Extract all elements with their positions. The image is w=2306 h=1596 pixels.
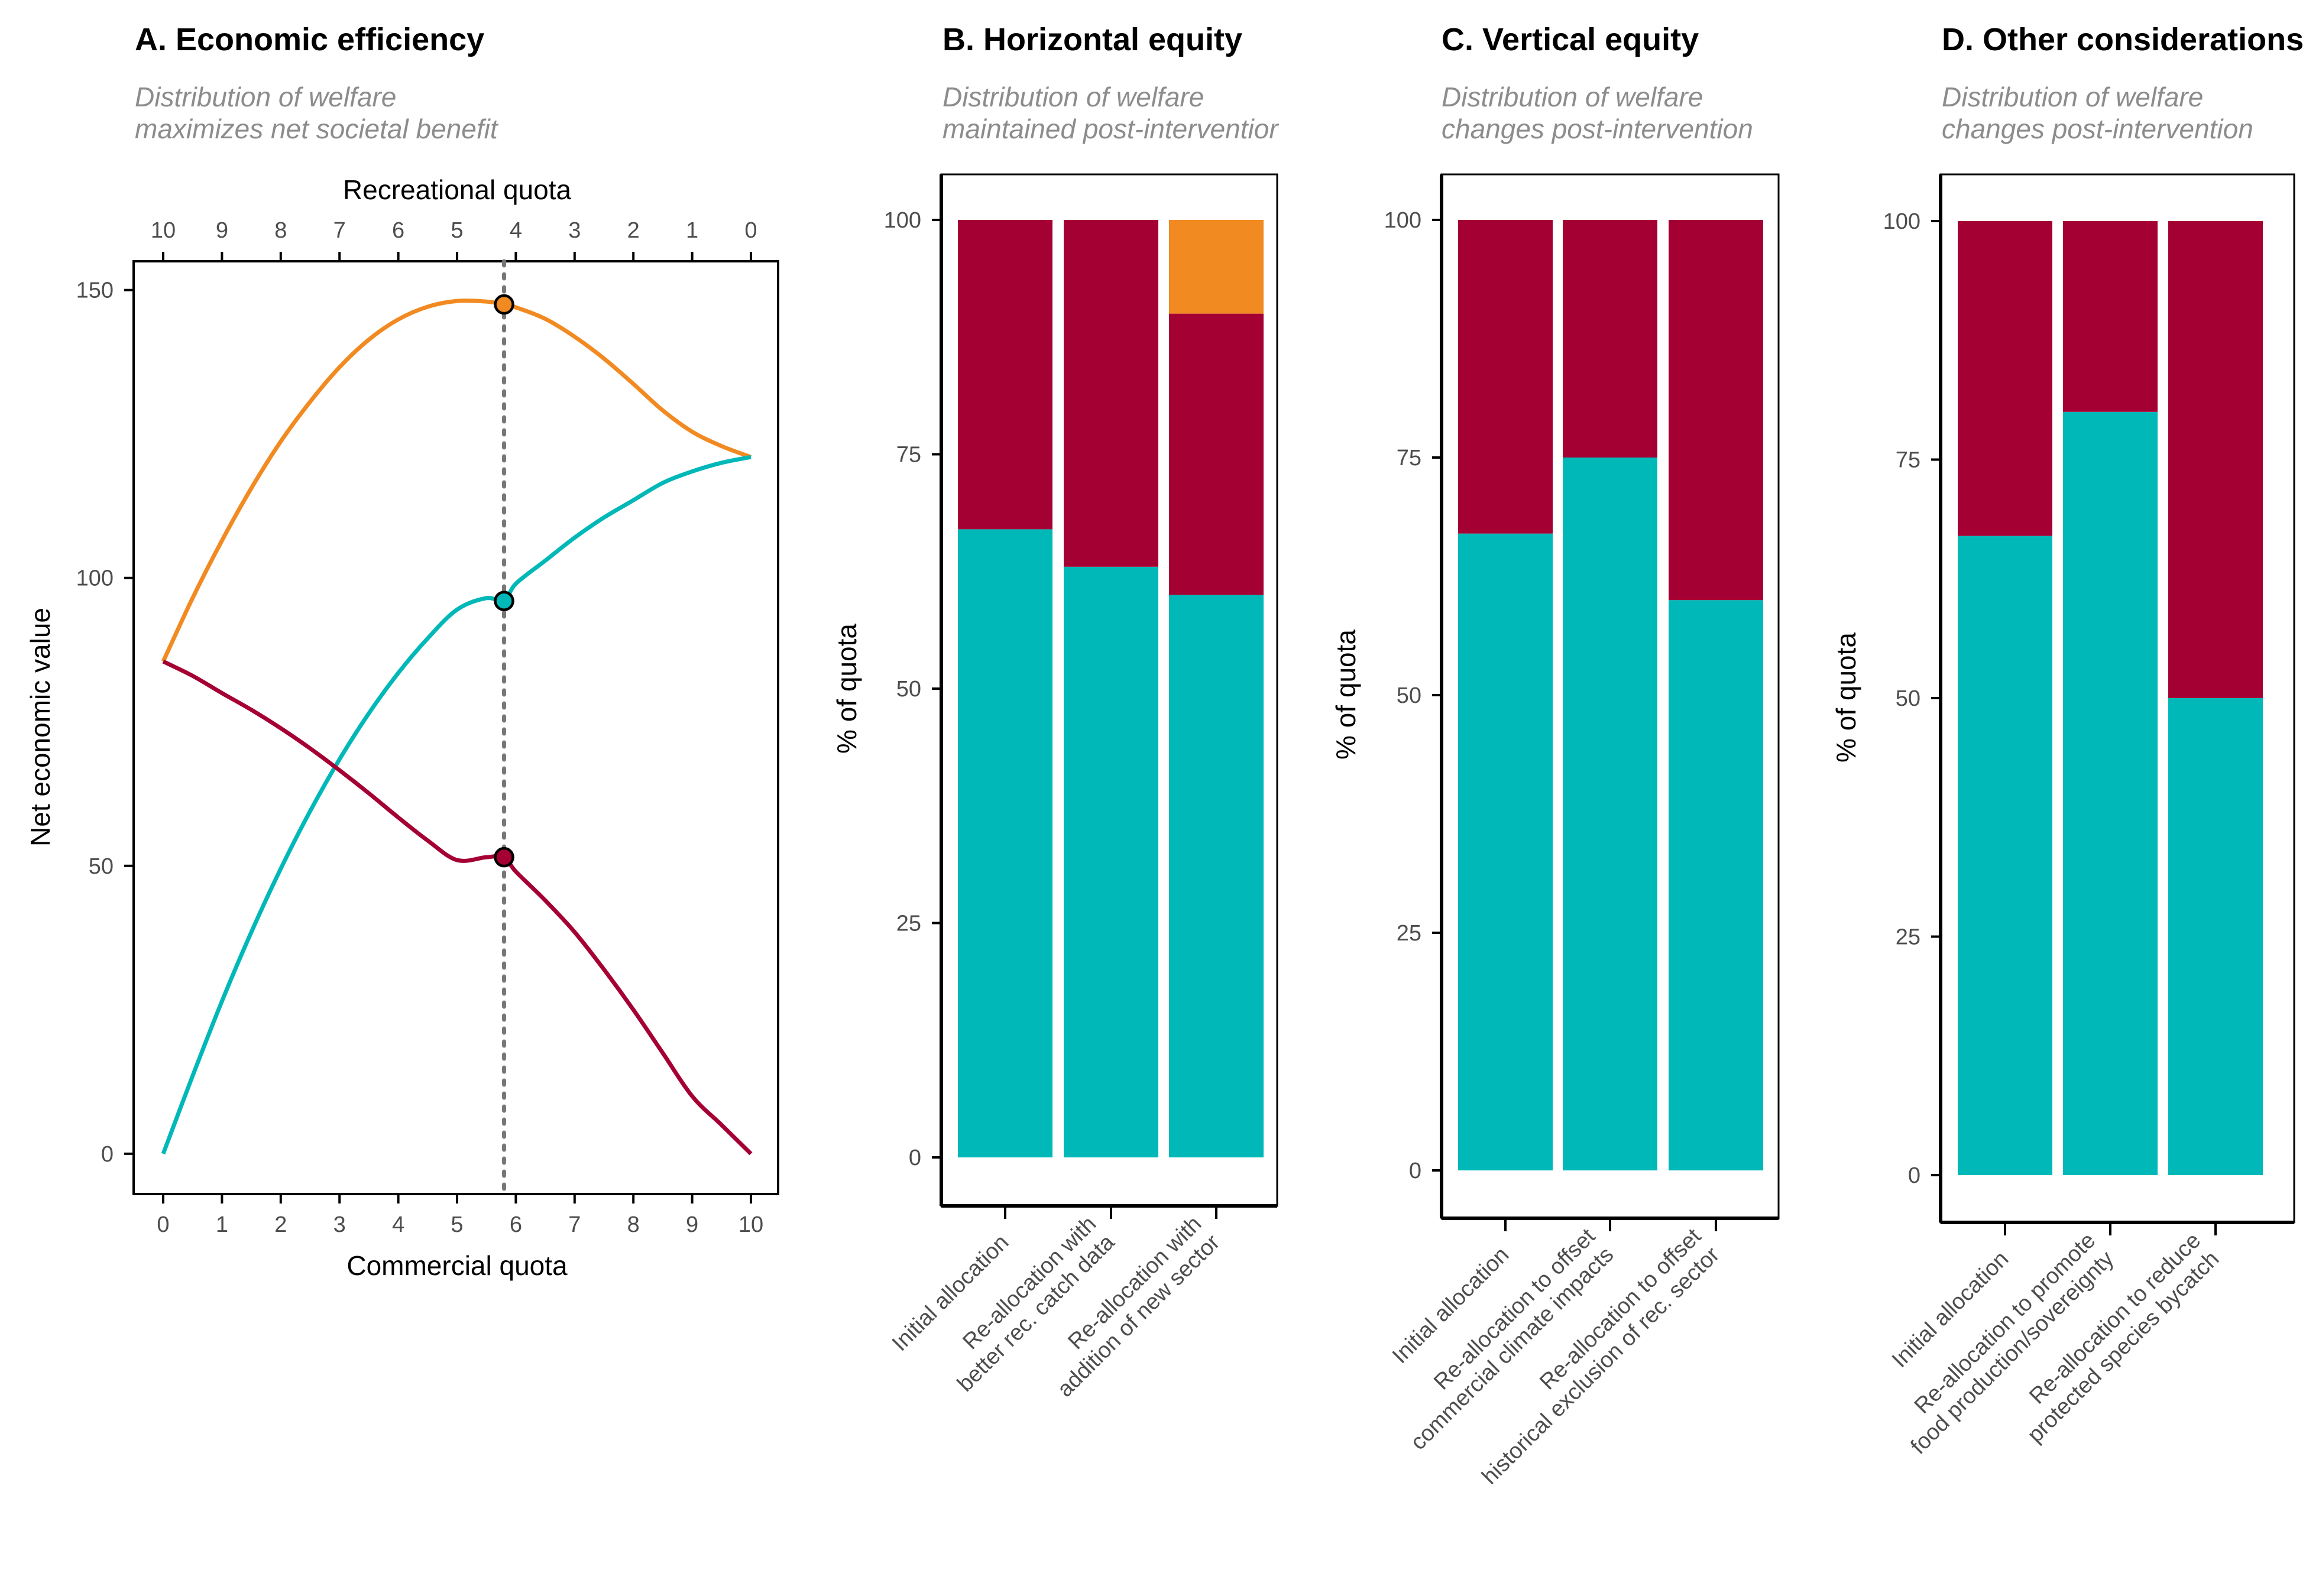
- panel-b-subtitle-line2: maintained post-interventior: [943, 113, 1279, 144]
- panel-d-y-tick-label: 75: [1896, 448, 1920, 473]
- panel-b-bar-commercial: [1169, 313, 1264, 595]
- panel-a-x2-tick-label: 8: [274, 218, 287, 243]
- panel-a-x-tick-label: 3: [333, 1212, 346, 1237]
- panel-c-y-tick-label: 50: [1397, 683, 1421, 708]
- panel-c-y-axis-title: % of quota: [1330, 630, 1361, 760]
- panel-a-recreational-optimum-point: [494, 591, 514, 611]
- panel-d-y-tick-label: 25: [1896, 925, 1920, 950]
- panel-a-recreational-line: [161, 455, 752, 1155]
- panel-a-x2-tick-label: 7: [333, 218, 346, 243]
- panel-c-subtitle-line2: changes post-intervention: [1442, 113, 1753, 144]
- panel-c-subtitle-line1: Distribution of welfare: [1442, 82, 1703, 112]
- panel-a-subtitle-line1: Distribution of welfare: [135, 82, 396, 112]
- panel-a-plot-frame: [132, 260, 779, 1195]
- panel-c-bar-recreational: [1458, 533, 1553, 1170]
- panel-b-bar-extra: [1169, 220, 1264, 314]
- panel-d-y-tick-label: 0: [1908, 1163, 1920, 1188]
- panel-d-subtitle-line2: changes post-intervention: [1942, 113, 2253, 144]
- panel-a-x2-tick-label: 2: [627, 218, 640, 243]
- panel-a-title: A. Economic efficiency: [135, 22, 484, 57]
- panel-a-total-optimum-point: [494, 294, 514, 315]
- panel-a-subtitle-line2: maximizes net societal benefit: [135, 113, 499, 144]
- panel-a-x-tick-label: 9: [686, 1212, 698, 1237]
- panel-a-y-tick-label: 100: [76, 566, 114, 591]
- panel-c-bar-commercial: [1669, 220, 1763, 601]
- panel-a-x2-tick-label: 4: [510, 218, 522, 243]
- panel-b-bar-commercial: [1064, 220, 1158, 567]
- panel-a-commercial-line: [162, 659, 753, 1156]
- panel-d-bar-commercial: [1958, 221, 2052, 536]
- panel-a-y-tick-label: 50: [89, 854, 114, 879]
- panel-c-title: C. Vertical equity: [1442, 22, 1699, 57]
- panel-a-x-tick-label: 4: [392, 1212, 404, 1237]
- panel-d-bar-recreational: [1958, 536, 2052, 1175]
- panel-a-commercial-optimum-point: [494, 846, 514, 868]
- panel-d-y-tick-label: 100: [1883, 209, 1920, 234]
- panel-d-title: D. Other considerations: [1942, 22, 2304, 57]
- panel-b-subtitle-line1: Distribution of welfare: [943, 82, 1204, 112]
- panel-b-title: B. Horizontal equity: [943, 22, 1242, 57]
- panel-a-y-axis-title: Net economic value: [25, 608, 56, 846]
- panel-a-x2-axis-title: Recreational quota: [343, 174, 572, 205]
- panel-a-x-axis-title: Commercial quota: [346, 1250, 568, 1281]
- panel-d-y-axis-title: % of quota: [1831, 632, 1861, 763]
- panel-b-bar-recreational: [958, 529, 1052, 1157]
- panel-a-x2-tick-label: 10: [151, 218, 176, 243]
- panel-b-y-tick-label: 75: [896, 443, 921, 468]
- panel-a-x-tick-label: 10: [739, 1212, 763, 1237]
- panel-d-subtitle-line1: Distribution of welfare: [1942, 82, 2203, 112]
- panel-a-x-tick-label: 8: [627, 1212, 640, 1237]
- panel-b-y-tick-label: 0: [909, 1146, 921, 1170]
- panel-a-x2-tick-label: 0: [744, 218, 757, 243]
- panel-b-y-axis-title: % of quota: [831, 624, 862, 754]
- panel-a-x-tick-label: 1: [216, 1212, 228, 1237]
- panel-a-x2-tick-label: 1: [686, 218, 698, 243]
- panel-b-y-tick-label: 100: [884, 208, 921, 233]
- panel-c-x-tick-label-line: historical exclusion of rec. sector: [1477, 1242, 1724, 1489]
- panel-a-x-tick-label: 7: [568, 1212, 581, 1237]
- panel-d-bar-recreational: [2168, 698, 2263, 1175]
- panel-d-bar-commercial: [2063, 221, 2158, 412]
- panel-a-x-tick-label: 0: [157, 1212, 169, 1237]
- panel-b-bar-recreational: [1064, 566, 1158, 1157]
- panel-c-y-tick-label: 0: [1409, 1159, 1421, 1183]
- panel-c-y-tick-label: 75: [1397, 446, 1421, 471]
- panel-c-y-tick-label: 100: [1384, 208, 1421, 233]
- panel-a-x2-tick-label: 5: [451, 218, 463, 243]
- panel-a-total-line: [161, 299, 752, 663]
- panel-b-y-tick-label: 25: [896, 911, 921, 936]
- panel-d-bar-recreational: [2063, 411, 2158, 1175]
- panel-d-bar-commercial: [2168, 221, 2263, 698]
- panel-a-x-tick-label: 2: [274, 1212, 287, 1237]
- panel-b-bar-commercial: [958, 220, 1052, 530]
- panel-c-bar-commercial: [1458, 220, 1553, 534]
- panel-c-bar-recreational: [1563, 458, 1657, 1170]
- panel-a-x2-tick-label: 9: [216, 218, 228, 243]
- panel-a-x-tick-label: 6: [510, 1212, 522, 1237]
- panel-c-y-tick-label: 25: [1397, 921, 1421, 946]
- panel-a-y-tick-label: 0: [101, 1142, 114, 1167]
- panel-a-x-tick-label: 5: [451, 1212, 463, 1237]
- panel-b-bar-recreational: [1169, 595, 1264, 1157]
- panel-d-y-tick-label: 50: [1896, 686, 1920, 711]
- panel-a-x2-tick-label: 3: [568, 218, 581, 243]
- panel-b-y-tick-label: 50: [896, 677, 921, 702]
- panel-a-y-tick-label: 150: [76, 278, 114, 303]
- panel-c-bar-recreational: [1669, 600, 1763, 1170]
- panel-c-bar-commercial: [1563, 220, 1657, 458]
- panel-a-x2-tick-label: 6: [392, 218, 404, 243]
